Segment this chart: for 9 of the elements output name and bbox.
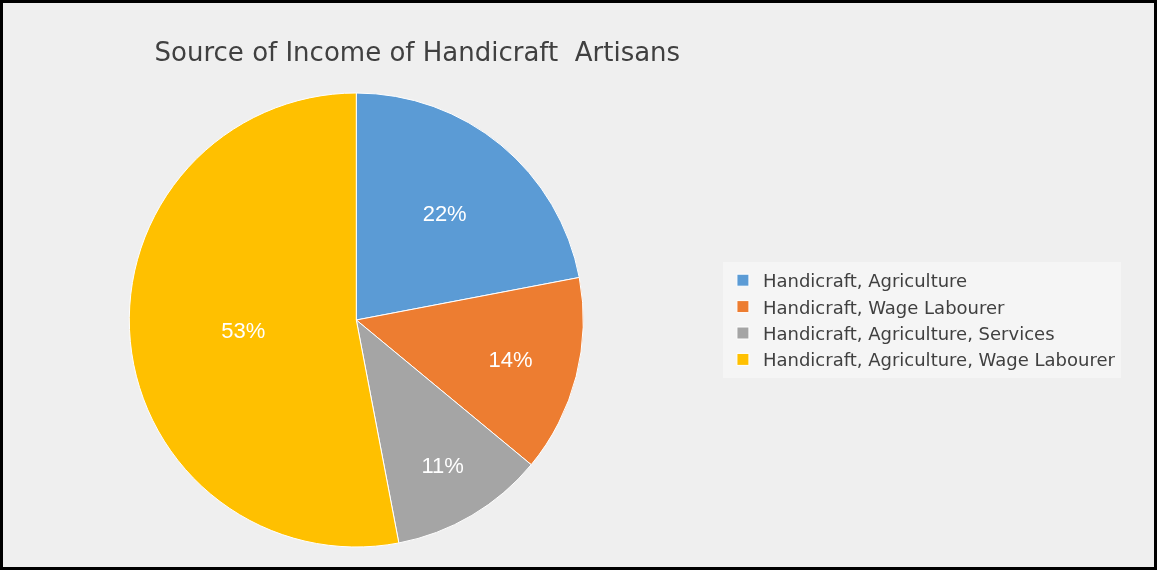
- legend-label: Handicraft, Agriculture: [762, 270, 968, 292]
- legend-label: Handicraft, Agriculture, Services: [762, 323, 1055, 345]
- chart-title: Source of Income of Handicraft Artisans: [154, 36, 681, 67]
- legend-label: Handicraft, Agriculture, Wage Labourer: [762, 349, 1116, 371]
- data-label: 53%: [221, 318, 266, 344]
- data-label: 22%: [422, 200, 467, 226]
- legend-label: Handicraft, Wage Labourer: [762, 296, 1006, 318]
- data-label: 11%: [421, 453, 464, 479]
- data-label: 14%: [488, 347, 533, 373]
